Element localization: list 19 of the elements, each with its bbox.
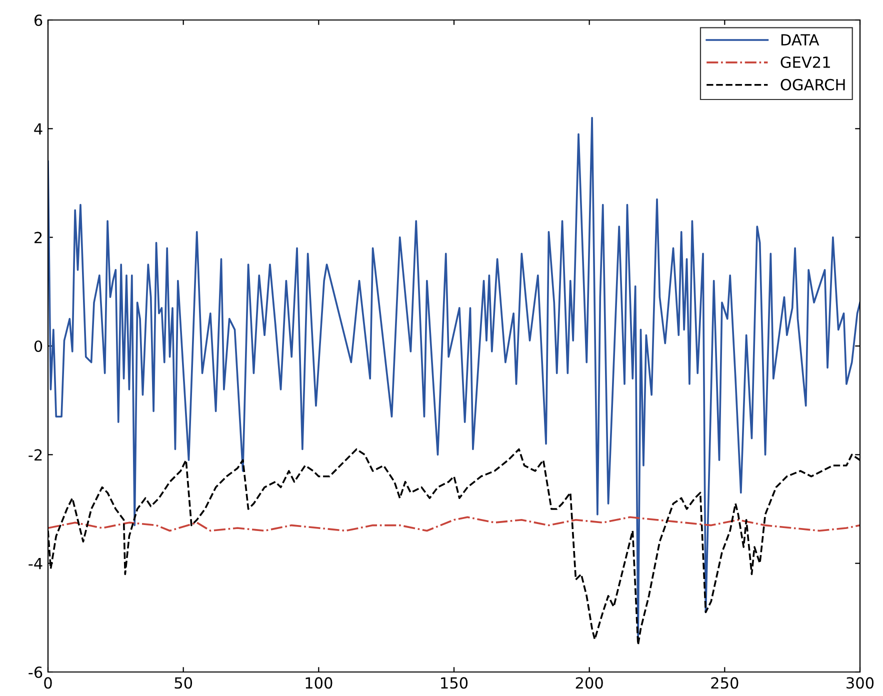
y-tick-label: 0 <box>34 340 42 352</box>
x-tick-label: 0 <box>44 677 52 689</box>
x-tick-label: 300 <box>846 677 874 689</box>
y-tick-label: -4 <box>28 558 42 570</box>
x-tick-label: 100 <box>306 677 332 689</box>
legend-label: OGARCH <box>780 78 845 90</box>
y-tick-label: 4 <box>34 123 42 134</box>
x-tick-label: 250 <box>711 677 738 689</box>
x-tick-label: 150 <box>441 677 468 689</box>
legend-label: GEV21 <box>780 56 830 68</box>
legend-label: DATA <box>781 34 820 46</box>
line-series <box>48 516 860 532</box>
x-tick-label: 200 <box>576 677 603 689</box>
line-series <box>48 116 860 640</box>
y-tick-label: 6 <box>34 14 42 26</box>
y-tick-label: -6 <box>28 666 42 678</box>
x-tick-label: 50 <box>174 677 192 689</box>
y-tick-label: -2 <box>28 449 42 460</box>
y-tick-label: 2 <box>34 232 42 244</box>
